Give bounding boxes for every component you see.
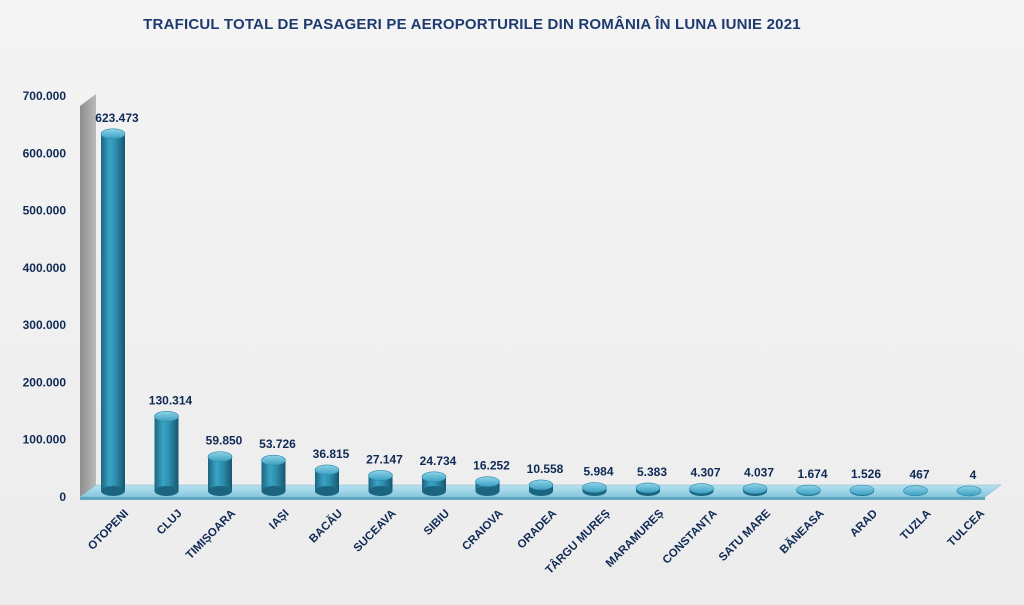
bar-body bbox=[208, 456, 232, 491]
y-tick-label: 600.000 bbox=[23, 146, 67, 160]
value-label: 5.383 bbox=[637, 465, 667, 479]
bar-top bbox=[903, 485, 928, 497]
category-label: TULCEA bbox=[946, 508, 987, 549]
bar bbox=[849, 484, 875, 496]
bar bbox=[635, 482, 661, 496]
value-label: 4.037 bbox=[744, 466, 774, 480]
bar bbox=[582, 482, 607, 496]
bar bbox=[100, 128, 126, 496]
category-label: ORADEA bbox=[515, 508, 559, 552]
value-label: 24.734 bbox=[420, 454, 457, 468]
bar-top bbox=[261, 454, 286, 466]
bar-top bbox=[314, 464, 340, 476]
value-label: 16.252 bbox=[473, 459, 510, 473]
bar bbox=[528, 479, 554, 496]
bar-top bbox=[475, 476, 500, 487]
bar-top bbox=[742, 483, 768, 494]
bar-body bbox=[154, 416, 179, 491]
category-label: OTOPENI bbox=[86, 508, 131, 553]
category-label: ARAD bbox=[848, 508, 880, 540]
bar bbox=[903, 485, 928, 497]
labels-layer: 623.473 OTOPENI 130.314 CLUJ 59.850 TIMIȘOARA… bbox=[86, 111, 987, 577]
category-label: SIBIU bbox=[422, 508, 452, 538]
value-label: 4.307 bbox=[690, 466, 720, 480]
bar bbox=[956, 485, 982, 497]
chart-floor-edge bbox=[80, 497, 985, 500]
value-label: 4 bbox=[970, 468, 977, 482]
value-label: 1.674 bbox=[797, 467, 827, 481]
value-label: 59.850 bbox=[206, 434, 243, 448]
bar-base bbox=[208, 486, 232, 496]
y-tick-label: 0 bbox=[59, 490, 66, 504]
bar-top bbox=[956, 485, 982, 497]
bar bbox=[689, 483, 714, 496]
bar-top bbox=[689, 483, 714, 494]
category-label: CONSTANȚA bbox=[661, 508, 720, 567]
bar-top bbox=[154, 411, 179, 422]
bar-top bbox=[100, 128, 126, 140]
bar-top bbox=[635, 482, 661, 494]
bar-base bbox=[154, 486, 179, 496]
bar-base bbox=[101, 486, 125, 496]
bar-base bbox=[315, 486, 339, 496]
value-label: 10.558 bbox=[527, 462, 564, 476]
bar-top bbox=[421, 471, 447, 483]
category-label: SUCEAVA bbox=[352, 508, 399, 555]
bar-top bbox=[368, 470, 393, 481]
category-label: TUZLA bbox=[898, 508, 933, 543]
category-label: CRAIOVA bbox=[460, 508, 505, 553]
bar bbox=[742, 483, 768, 496]
y-tick-label: 400.000 bbox=[23, 261, 67, 275]
category-label: BACĂU bbox=[307, 507, 346, 546]
value-label: 130.314 bbox=[149, 393, 193, 407]
bar bbox=[154, 411, 179, 496]
y-tick-label: 500.000 bbox=[23, 204, 67, 218]
bar-base bbox=[261, 486, 286, 496]
value-label: 467 bbox=[909, 468, 929, 482]
bar bbox=[475, 476, 500, 496]
bar bbox=[421, 471, 447, 496]
bar-body bbox=[315, 469, 339, 491]
bar-base bbox=[368, 486, 393, 496]
category-label: MARAMUREȘ bbox=[604, 507, 666, 569]
category-label: SATU MARE bbox=[717, 507, 773, 563]
y-tick-label: 200.000 bbox=[23, 375, 67, 389]
bar-body bbox=[101, 133, 125, 491]
value-label: 623.473 bbox=[95, 111, 139, 125]
bar-top bbox=[207, 451, 233, 463]
bar bbox=[314, 464, 340, 496]
bar-top bbox=[796, 484, 821, 496]
bar bbox=[261, 454, 286, 496]
bar-base bbox=[475, 486, 500, 496]
category-label: IAȘI bbox=[267, 508, 291, 532]
bar bbox=[368, 470, 393, 496]
bar-top bbox=[528, 479, 554, 491]
bars-layer bbox=[100, 128, 982, 497]
y-tick-label: 100.000 bbox=[23, 433, 67, 447]
bar bbox=[207, 451, 233, 496]
value-label: 5.984 bbox=[583, 465, 613, 479]
y-tick-label: 700.000 bbox=[23, 89, 67, 103]
value-label: 1.526 bbox=[851, 467, 881, 481]
chart-title: TRAFICUL TOTAL DE PASAGERI PE AEROPORTUR… bbox=[143, 16, 801, 33]
category-label: BĂNEASA bbox=[777, 507, 826, 556]
category-label: TIMIȘOARA bbox=[184, 508, 238, 562]
bar bbox=[796, 484, 821, 496]
value-label: 27.147 bbox=[366, 452, 403, 466]
value-label: 53.726 bbox=[259, 437, 296, 451]
axes-layer: 0 100.000 200.000 300.000 400.000 500.000 600.… bbox=[23, 89, 1002, 504]
bar-top bbox=[582, 482, 607, 493]
category-label: CLUJ bbox=[155, 508, 185, 538]
chart-back-wall bbox=[80, 94, 96, 497]
value-label: 36.815 bbox=[313, 447, 350, 461]
y-tick-label: 300.000 bbox=[23, 318, 67, 332]
bar-base bbox=[422, 486, 446, 496]
bar-top bbox=[849, 484, 875, 496]
